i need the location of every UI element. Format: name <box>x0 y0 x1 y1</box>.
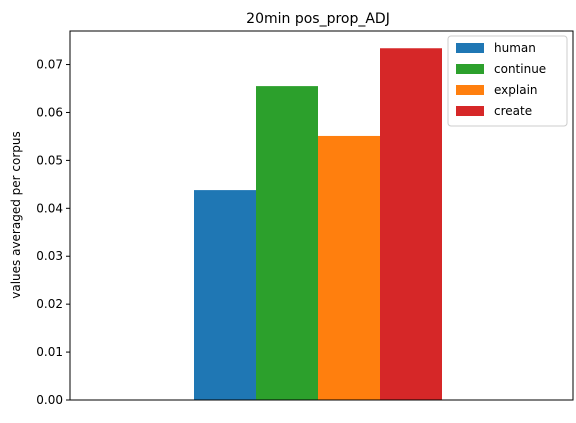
y-tick-label: 0.04 <box>36 201 63 215</box>
legend-label-human: human <box>494 41 536 55</box>
bar-explain <box>318 135 380 401</box>
legend-label-explain: explain <box>494 83 538 97</box>
y-tick-label: 0.00 <box>36 393 63 407</box>
bar-create <box>380 48 442 400</box>
plot-frame <box>69 30 574 401</box>
chart-title: 20min pos_prop_ADJ <box>246 11 390 27</box>
legend-swatch-continue <box>456 64 484 74</box>
legend: human continue explain create <box>447 35 568 127</box>
y-axis-ticks: 0.00 0.01 0.02 0.03 0.04 0.05 0.06 0.07 <box>36 58 70 407</box>
y-tick-label: 0.01 <box>36 345 63 359</box>
legend-label-continue: continue <box>494 62 546 76</box>
bar-human <box>194 190 256 400</box>
y-axis-label: values averaged per corpus <box>9 131 23 299</box>
legend-swatch-explain <box>456 85 484 95</box>
legend-box <box>447 35 568 127</box>
y-tick-label: 0.02 <box>36 297 63 311</box>
y-tick-label: 0.07 <box>36 58 63 72</box>
legend-swatch-create <box>456 106 484 116</box>
bar-continue <box>256 86 318 401</box>
y-tick-label: 0.03 <box>36 249 63 263</box>
y-tick-label: 0.05 <box>36 153 63 167</box>
bars-group <box>194 48 442 401</box>
legend-swatch-human <box>456 43 484 53</box>
y-tick-label: 0.06 <box>36 105 63 119</box>
legend-label-create: create <box>494 104 532 118</box>
